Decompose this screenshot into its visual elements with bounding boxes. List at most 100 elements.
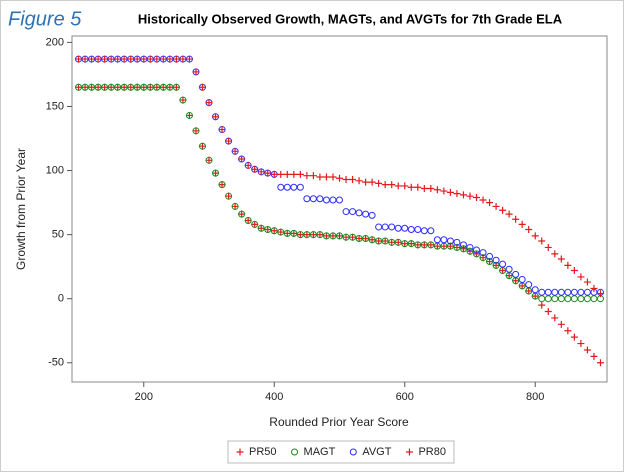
data-point [283, 183, 291, 191]
data-point [179, 55, 187, 63]
data-point [407, 183, 415, 191]
legend-marker [349, 448, 357, 456]
data-point [473, 250, 481, 258]
data-point [329, 173, 337, 181]
data-point [401, 182, 409, 190]
data-point [172, 55, 180, 63]
data-point [505, 265, 513, 273]
data-point [577, 340, 585, 348]
data-point [570, 288, 578, 296]
data-point [440, 236, 448, 244]
data-point [525, 226, 533, 234]
data-point [107, 83, 115, 91]
data-point [596, 359, 604, 367]
data-point [433, 236, 441, 244]
data-point [75, 55, 83, 63]
data-point [336, 196, 343, 204]
data-point [551, 314, 559, 322]
data-point [257, 224, 265, 232]
data-point [133, 83, 141, 91]
data-point [192, 127, 200, 135]
data-point [244, 161, 252, 169]
data-point [133, 55, 141, 63]
data-point [342, 208, 350, 216]
data-point [153, 55, 161, 63]
y-tick-label: 150 [46, 100, 64, 112]
data-point [303, 231, 311, 239]
data-point [518, 275, 526, 283]
data-point [244, 217, 252, 225]
y-tick-label: 100 [46, 164, 64, 176]
data-point [140, 55, 148, 63]
data-point [329, 232, 337, 240]
data-point [153, 83, 161, 91]
data-point [394, 238, 402, 246]
data-point [212, 169, 220, 177]
data-point [81, 83, 89, 91]
data-point [368, 178, 376, 186]
data-point [336, 174, 343, 182]
data-point [88, 55, 96, 63]
data-point [375, 237, 383, 245]
legend-marker [291, 448, 299, 456]
data-point [349, 176, 357, 184]
data-point [166, 83, 174, 91]
data-point [544, 243, 552, 251]
data-point [420, 227, 428, 235]
data-point [446, 237, 454, 245]
data-point [492, 256, 500, 264]
data-point [133, 83, 141, 91]
data-point [277, 183, 285, 191]
data-point [296, 183, 304, 191]
data-point [257, 224, 265, 232]
data-point [166, 55, 174, 63]
data-point [179, 96, 187, 104]
data-point [146, 55, 154, 63]
data-point [427, 184, 435, 192]
data-point [420, 184, 428, 192]
data-point [303, 172, 311, 180]
data-point [440, 242, 448, 250]
data-point [205, 156, 213, 164]
data-point [355, 209, 363, 217]
data-point [270, 227, 278, 235]
data-point [81, 55, 89, 63]
data-point [270, 170, 278, 178]
x-tick-label: 600 [396, 391, 414, 403]
data-point [401, 224, 409, 232]
data-point [525, 287, 533, 295]
data-point [564, 261, 572, 269]
data-point [544, 288, 552, 296]
data-point [127, 83, 135, 91]
data-point [499, 260, 507, 268]
data-point [388, 181, 396, 189]
data-point [375, 223, 383, 231]
legend-label: MAGT [304, 446, 336, 458]
data-point [296, 231, 304, 239]
legend-marker [405, 448, 413, 456]
data-point [342, 233, 350, 241]
data-point [381, 223, 389, 231]
data-point [120, 83, 128, 91]
data-point [388, 238, 396, 246]
legend-label: AVGT [362, 446, 391, 458]
data-point [414, 183, 422, 191]
data-point [388, 238, 396, 246]
data-point [107, 83, 115, 91]
data-point [329, 232, 337, 240]
data-point [140, 83, 148, 91]
data-point [88, 83, 96, 91]
data-point [407, 240, 415, 248]
data-point [375, 179, 383, 187]
y-axis-label: Growth from Prior Year [14, 148, 28, 270]
data-point [557, 255, 565, 263]
data-point [114, 55, 122, 63]
data-point [570, 267, 578, 275]
data-point [107, 55, 115, 63]
data-point [473, 250, 481, 258]
data-point [362, 234, 370, 242]
data-point [492, 261, 500, 269]
data-point [518, 220, 526, 228]
data-point [518, 282, 526, 290]
